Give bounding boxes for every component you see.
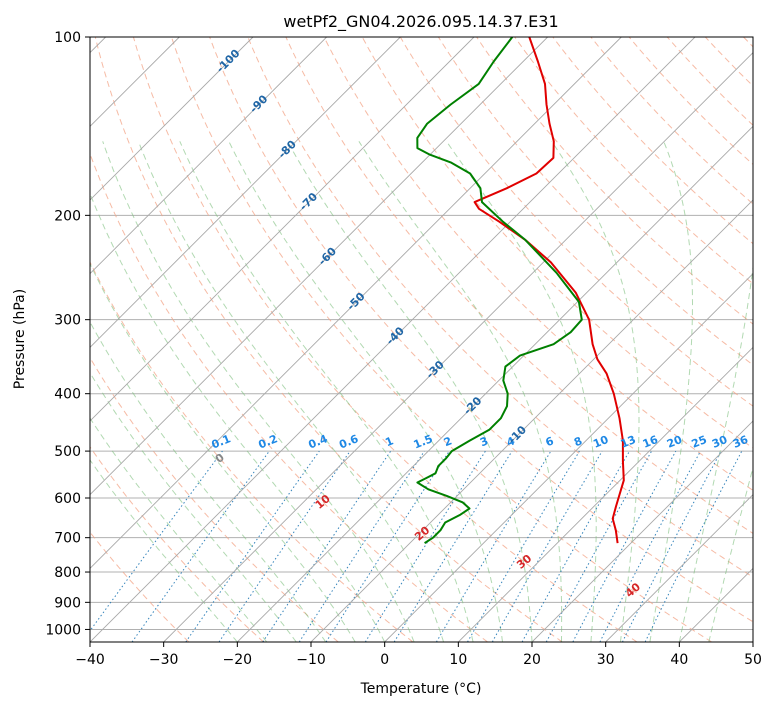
- mixing-ratio-line: [393, 450, 513, 642]
- isotherm-line: [605, 494, 753, 642]
- dry-adiabat-line: [514, 37, 753, 285]
- mixing-ratio-line: [90, 450, 223, 632]
- mixing-ratio-label: 16: [641, 433, 660, 451]
- plot-frame: [89, 36, 754, 643]
- mixing-ratio-line: [262, 450, 392, 642]
- pressure-gridlines: [90, 37, 753, 630]
- mixing-ratio-label: 13: [619, 433, 638, 451]
- dry-adiabat-line: [476, 37, 753, 325]
- dry-adiabat-line: [90, 260, 414, 642]
- mixing-ratio-label: 30: [710, 433, 729, 451]
- y-axis-label: Pressure (hPa): [12, 289, 28, 389]
- plot-background: [90, 37, 753, 642]
- dry-adiabat-line: [90, 356, 339, 642]
- mixing-ratio-label: 2: [442, 434, 454, 449]
- x-tick-label: −30: [149, 652, 179, 668]
- moist-adiabat-line: [90, 262, 356, 642]
- isotherm-line: [90, 37, 327, 275]
- moist-adiabat-line: [287, 141, 533, 642]
- mixing-ratio-label: 1: [383, 434, 395, 449]
- moist-adiabat-line: [90, 321, 327, 642]
- mixing-ratio-line: [644, 450, 743, 642]
- mixing-ratio-line: [131, 450, 270, 642]
- mixing-ratio-line: [298, 450, 425, 642]
- x-axis-label: Temperature (°C): [360, 681, 482, 697]
- mixing-ratio-line: [185, 450, 320, 642]
- isotherm-line: [90, 37, 622, 569]
- y-tick-label: 900: [54, 595, 81, 611]
- mixing-ratio-label: 36: [731, 433, 750, 451]
- x-tick-label: 0: [380, 652, 389, 668]
- y-tick-label: 200: [54, 208, 81, 224]
- temperature-profile-line: [473, 37, 625, 544]
- y-tick-label: 1000: [45, 622, 81, 638]
- isotherm-line: [90, 37, 696, 642]
- x-tick-label: 10: [449, 652, 467, 668]
- x-tick-label: 40: [670, 652, 688, 668]
- moist-adiabat-line: [649, 141, 693, 642]
- isotherm-line: [90, 37, 401, 348]
- y-tick-label: 700: [54, 531, 81, 547]
- dry-adiabat-line: [132, 37, 638, 642]
- dewpoint-profile-line: [416, 37, 583, 544]
- isotherm-line: [531, 420, 753, 642]
- x-tick-label: −20: [223, 652, 253, 668]
- isotherm-line: [90, 37, 548, 496]
- isotherm-line: [237, 125, 753, 642]
- x-tick-label: −40: [75, 652, 105, 668]
- dry-adiabat-line: [323, 37, 753, 491]
- mixing-ratio-line: [572, 450, 677, 642]
- x-tick-label: 20: [523, 652, 541, 668]
- y-tick-label: 100: [54, 30, 81, 46]
- chart-title: wetPf2_GN04.2026.095.14.37.E31: [283, 12, 558, 32]
- y-tick-label: 800: [54, 565, 81, 581]
- dry-adiabat-line: [209, 37, 753, 623]
- moist-adiabat-line: [551, 141, 640, 642]
- moist-adiabat-line: [90, 192, 386, 642]
- y-tick-label: 300: [54, 313, 81, 329]
- x-tick-label: −10: [296, 652, 326, 668]
- y-tick-label: 600: [54, 491, 81, 507]
- moist-adiabat-line: [137, 141, 445, 642]
- mixing-ratio-label: 8: [572, 434, 584, 449]
- isotherm-line: [90, 37, 475, 422]
- y-tick-label: 400: [54, 387, 81, 403]
- isotherm-line: [90, 37, 254, 201]
- isotherm-line: [310, 199, 753, 642]
- moist-adiabat-line: [228, 141, 503, 642]
- mixing-ratio-label: 20: [665, 433, 684, 451]
- moist-adiabat-line: [358, 141, 563, 642]
- y-axis-ticks: 100 200 300 400 500 600 700 800 900 1000: [45, 30, 90, 638]
- isotherm-line: [163, 52, 753, 642]
- mixing-ratio-line: [218, 450, 351, 642]
- moist-adiabat-line: [446, 141, 597, 642]
- dry-adiabat-line: [90, 446, 264, 642]
- sounding-profiles: [416, 37, 625, 544]
- dry-adiabat-line: [94, 37, 563, 642]
- mixing-ratio-lines: [90, 450, 743, 642]
- mixing-ratio-label: 3: [478, 434, 490, 449]
- isotherm-line: [752, 641, 753, 642]
- mixing-ratio-label: 10: [591, 433, 610, 451]
- y-tick-label: 500: [54, 444, 81, 460]
- isotherm-line: [384, 273, 753, 642]
- x-tick-label: 50: [744, 652, 762, 668]
- moist-adiabat-line: [678, 263, 753, 642]
- mixing-ratio-label: 25: [690, 433, 709, 451]
- x-axis-ticks: −40 −30 −20 −10 0 10 20 30 40 50: [75, 642, 762, 668]
- dry-adiabat-line: [285, 37, 753, 535]
- dry-adiabat-line: [171, 37, 712, 642]
- moist-adiabat-line: [179, 141, 474, 642]
- isotherms: [90, 37, 753, 642]
- mixing-ratio-line: [521, 450, 630, 642]
- moist-adiabat-line: [90, 371, 297, 642]
- x-tick-label: 30: [597, 652, 615, 668]
- isotherm-line: [458, 346, 753, 642]
- mixing-ratio-line: [545, 450, 653, 642]
- mixing-ratio-line: [325, 450, 450, 642]
- moist-adiabat-line: [90, 417, 268, 642]
